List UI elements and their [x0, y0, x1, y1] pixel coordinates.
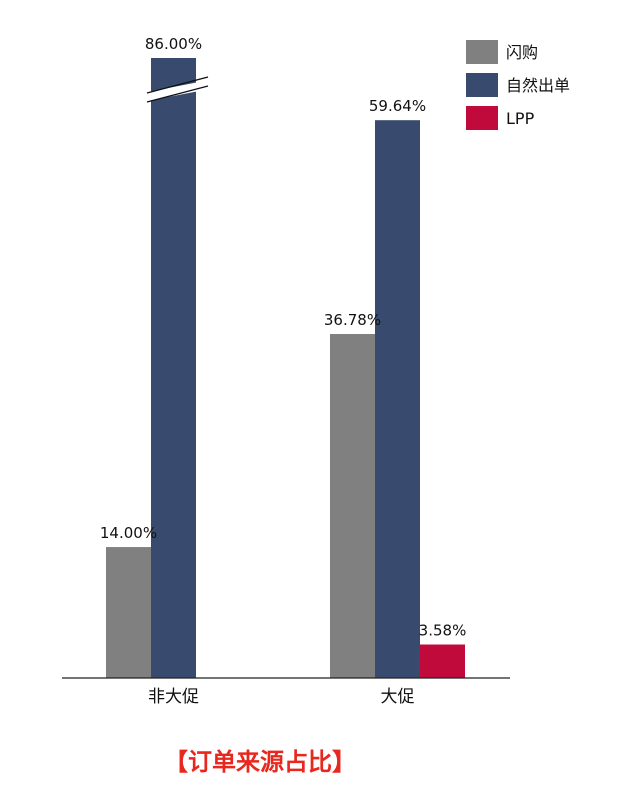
- bar-3-2: [420, 644, 465, 678]
- legend-swatch-1: [466, 40, 498, 64]
- legend-label-2: 自然出单: [506, 76, 570, 95]
- value-labels-group: 14.00% 86.00% 36.78% 59.64% 3.58%: [100, 35, 466, 640]
- bar-2-2: [375, 120, 420, 678]
- data-label-2-1: 86.00%: [145, 35, 202, 53]
- x-tick-labels-group: 非大促 大促: [148, 687, 415, 707]
- legend-label-1: 闪购: [506, 43, 538, 62]
- legend-swatch-3: [466, 106, 498, 130]
- axis-break-gap: [151, 82, 196, 101]
- bar-1-2: [330, 334, 375, 678]
- x-tick-label-2: 大促: [381, 687, 415, 707]
- bar-1-1: [106, 547, 151, 678]
- axis-break-mark: [146, 76, 209, 103]
- data-label-1-2: 36.78%: [324, 311, 381, 329]
- chart-caption: 【订单来源占比】: [164, 748, 356, 776]
- bars-group: [106, 58, 465, 678]
- data-label-2-2: 59.64%: [369, 97, 426, 115]
- axis-break-line-1: [146, 76, 209, 94]
- legend-label-3: LPP: [506, 109, 535, 128]
- legend-swatch-2: [466, 73, 498, 97]
- data-label-3-2: 3.58%: [419, 622, 467, 640]
- x-tick-label-1: 非大促: [148, 687, 199, 707]
- bar-2-1: [151, 58, 196, 678]
- data-label-1-1: 14.00%: [100, 524, 157, 542]
- axis-break-line-2: [146, 85, 209, 103]
